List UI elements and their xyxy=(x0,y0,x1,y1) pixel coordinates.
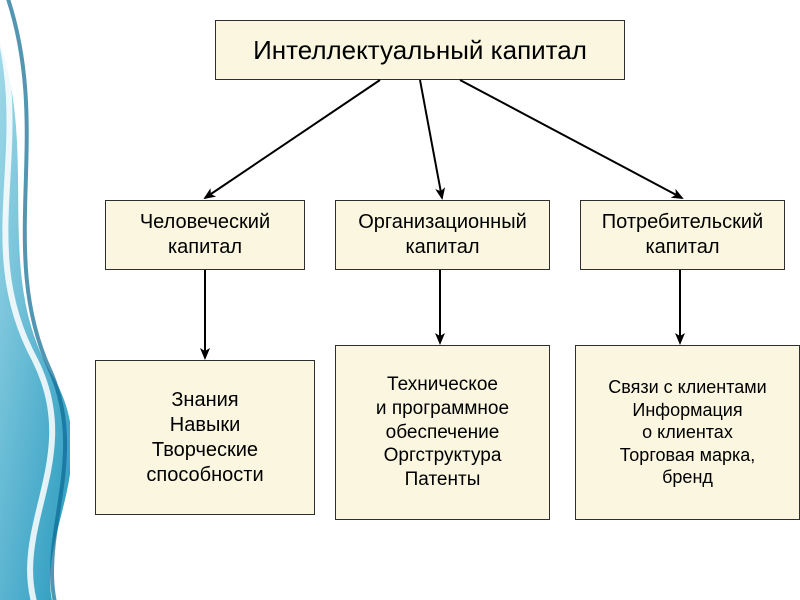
box-line: капитал xyxy=(645,235,719,260)
box-line: способности xyxy=(146,463,263,488)
box-line: Потребительский xyxy=(602,210,763,235)
box-line: о клиентах xyxy=(642,421,733,444)
branch-title-1: Организационныйкапитал xyxy=(335,200,550,270)
branch-detail-2: Связи с клиентамиИнформацияо клиентахТор… xyxy=(575,345,800,520)
root-label: Интеллектуальный капитал xyxy=(253,34,587,67)
box-line: Организационный xyxy=(358,210,527,235)
box-line: Связи с клиентами xyxy=(608,376,766,399)
diagram-canvas: { "diagram": { "type": "tree", "backgrou… xyxy=(0,0,800,600)
root-node: Интеллектуальный капитал xyxy=(215,20,625,80)
branch-title-0: Человеческийкапитал xyxy=(105,200,305,270)
box-line: Торговая марка, xyxy=(620,444,756,467)
box-line: капитал xyxy=(168,235,242,260)
branch-detail-1: Техническоеи программноеобеспечениеОргст… xyxy=(335,345,550,520)
box-line: обеспечение xyxy=(386,421,500,445)
branch-detail-0: ЗнанияНавыкиТворческиеспособности xyxy=(95,360,315,515)
box-line: и программное xyxy=(376,397,509,421)
branch-title-2: Потребительскийкапитал xyxy=(580,200,785,270)
box-line: бренд xyxy=(662,466,713,489)
box-line: Человеческий xyxy=(140,210,270,235)
arrow xyxy=(205,80,380,198)
decorative-sidebar xyxy=(0,0,70,600)
box-line: Творческие xyxy=(152,438,258,463)
arrow xyxy=(460,80,682,198)
swirl-graphic xyxy=(0,0,70,600)
box-line: Навыки xyxy=(170,413,241,438)
box-line: Информация xyxy=(632,399,742,422)
box-line: Оргструктура xyxy=(384,444,502,468)
box-line: Техническое xyxy=(387,373,498,397)
box-line: Патенты xyxy=(405,468,481,492)
arrow xyxy=(420,80,442,198)
box-line: Знания xyxy=(171,388,238,413)
box-line: капитал xyxy=(405,235,479,260)
